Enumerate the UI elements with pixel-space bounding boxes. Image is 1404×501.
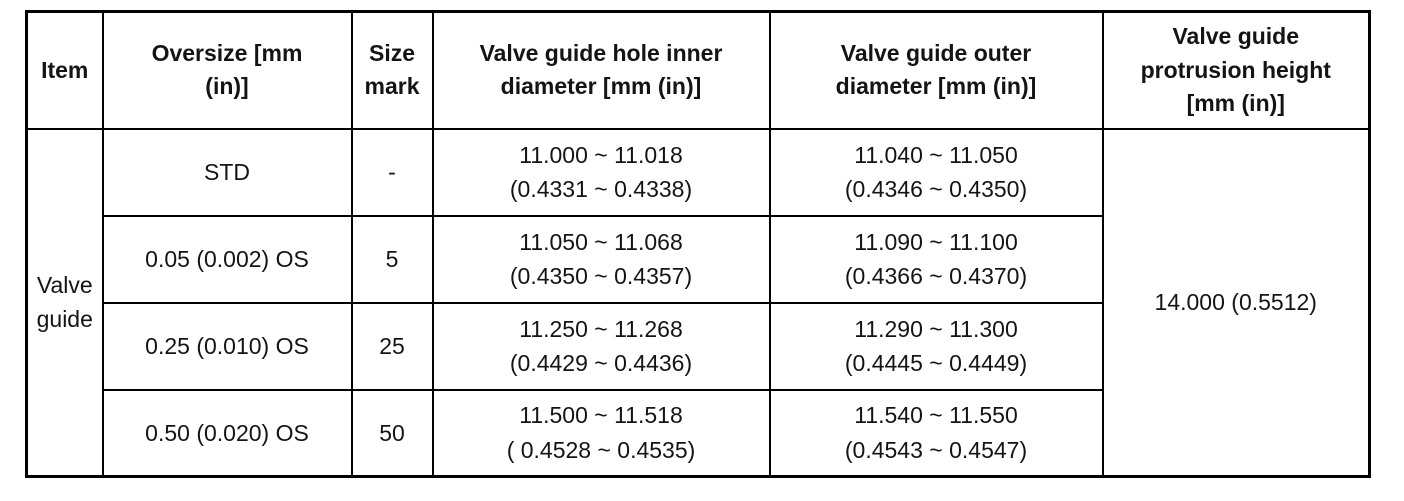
valve-guide-spec-table-container: Item Oversize [mm (in)] Size mark Valve … bbox=[25, 10, 1371, 478]
table-row-os025: 0.25 (0.010) OS 25 11.250 ~ 11.268 (0.44… bbox=[27, 301, 1370, 391]
table-row-os050: 0.50 (0.020) OS 50 11.500 ~ 11.518 ( 0.4… bbox=[27, 388, 1370, 478]
col-header-inner-diameter: Valve guide hole inner diameter [mm (in)… bbox=[431, 10, 771, 130]
col-header-item: Item bbox=[25, 10, 104, 130]
cell-inner-diameter: 11.250 ~ 11.268 (0.4429 ~ 0.4436) bbox=[431, 301, 771, 391]
cell-outer-diameter: 11.290 ~ 11.300 (0.4445 ~ 0.4449) bbox=[768, 301, 1104, 391]
cell-inner-diameter: 11.050 ~ 11.068 (0.4350 ~ 0.4357) bbox=[431, 214, 771, 304]
cell-inner-diameter: 11.500 ~ 11.518 ( 0.4528 ~ 0.4535) bbox=[431, 388, 771, 478]
cell-size-mark: 50 bbox=[350, 388, 434, 478]
cell-size-mark: 25 bbox=[350, 301, 434, 391]
item-cell: Valve guide bbox=[25, 127, 104, 478]
cell-size-mark: 5 bbox=[350, 214, 434, 304]
col-header-size-mark: Size mark bbox=[350, 10, 434, 130]
cell-oversize: 0.05 (0.002) OS bbox=[101, 214, 353, 304]
cell-outer-diameter: 11.040 ~ 11.050 (0.4346 ~ 0.4350) bbox=[768, 127, 1104, 217]
table-row-os005: 0.05 (0.002) OS 5 11.050 ~ 11.068 (0.435… bbox=[27, 214, 1370, 304]
cell-outer-diameter: 11.540 ~ 11.550 (0.4543 ~ 0.4547) bbox=[768, 388, 1104, 478]
col-header-protrusion-height: Valve guide protrusion height [mm (in)] bbox=[1101, 10, 1371, 130]
valve-guide-spec-table: Item Oversize [mm (in)] Size mark Valve … bbox=[25, 10, 1371, 478]
cell-size-mark: - bbox=[350, 127, 434, 217]
col-header-oversize: Oversize [mm (in)] bbox=[101, 10, 353, 130]
cell-oversize: 0.25 (0.010) OS bbox=[101, 301, 353, 391]
col-header-outer-diameter: Valve guide outer diameter [mm (in)] bbox=[768, 10, 1104, 130]
cell-inner-diameter: 11.000 ~ 11.018 (0.4331 ~ 0.4338) bbox=[431, 127, 771, 217]
protrusion-height-cell: 14.000 (0.5512) bbox=[1101, 127, 1371, 478]
cell-outer-diameter: 11.090 ~ 11.100 (0.4366 ~ 0.4370) bbox=[768, 214, 1104, 304]
header-row: Item Oversize [mm (in)] Size mark Valve … bbox=[25, 10, 1371, 130]
cell-oversize: 0.50 (0.020) OS bbox=[101, 388, 353, 478]
cell-oversize: STD bbox=[101, 127, 353, 217]
table-row-std: Valve guide STD - 11.000 ~ 11.018 (0.433… bbox=[25, 127, 1371, 478]
